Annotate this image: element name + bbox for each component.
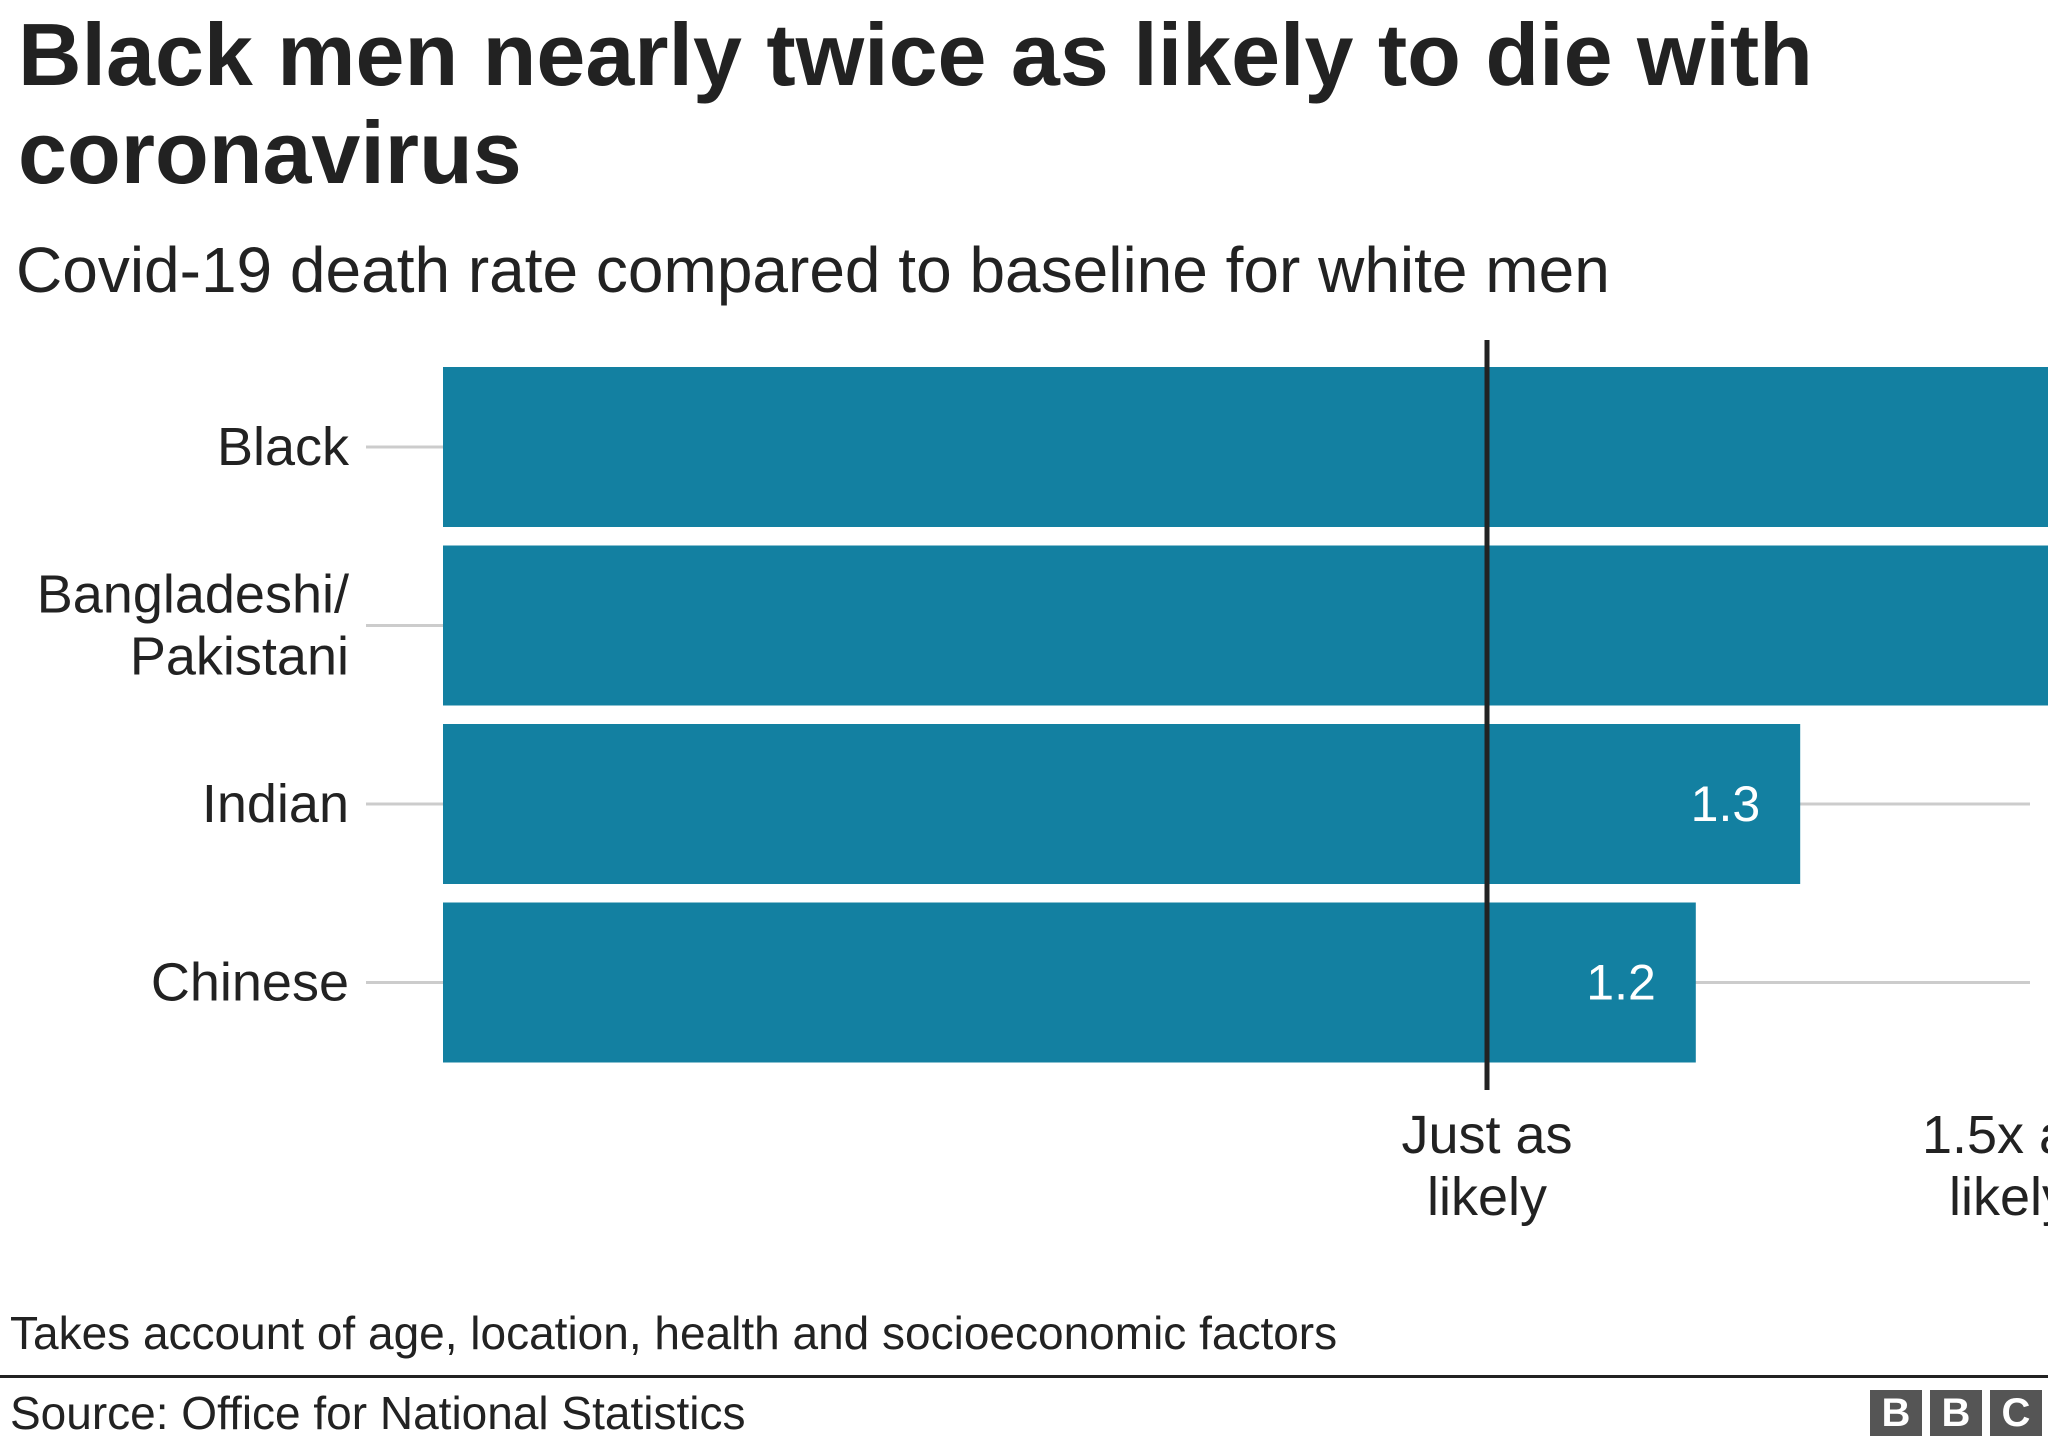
x-tick-label: 1.5x as: [1922, 1105, 2048, 1165]
footer-divider: [0, 1375, 2048, 1378]
chart-title: Black men nearly twice as likely to die …: [18, 5, 1813, 202]
category-label: Chinese: [151, 953, 349, 1013]
bar: [443, 724, 1801, 884]
bar: [443, 367, 2048, 527]
category-label: Bangladeshi/: [37, 565, 349, 625]
bar-value-label: 1.2: [1586, 955, 1656, 1011]
bbc-logo-letter: B: [1930, 1390, 1982, 1436]
source-note: Source: Office for National Statistics: [10, 1387, 746, 1439]
bar: [443, 545, 2048, 706]
bbc-logo: B B C: [1870, 1390, 2042, 1436]
category-label: Indian: [202, 774, 349, 834]
chart-footnote: Takes account of age, location, health a…: [10, 1307, 1338, 1359]
x-tick-label: likely: [1949, 1167, 2048, 1227]
bar-chart: 1.9Black1.8Bangladeshi/Pakistani1.3India…: [37, 340, 2048, 1227]
bar: [443, 902, 1696, 1063]
category-label: Pakistani: [130, 627, 349, 687]
x-tick-label: Just as: [1401, 1105, 1572, 1165]
chart-subtitle: Covid-19 death rate compared to baseline…: [16, 234, 1610, 306]
bbc-logo-letter: B: [1870, 1390, 1922, 1436]
x-tick-label: likely: [1427, 1167, 1547, 1227]
bar-value-label: 1.3: [1691, 776, 1761, 832]
category-label: Black: [217, 417, 350, 477]
bbc-logo-letter: C: [1990, 1390, 2042, 1436]
